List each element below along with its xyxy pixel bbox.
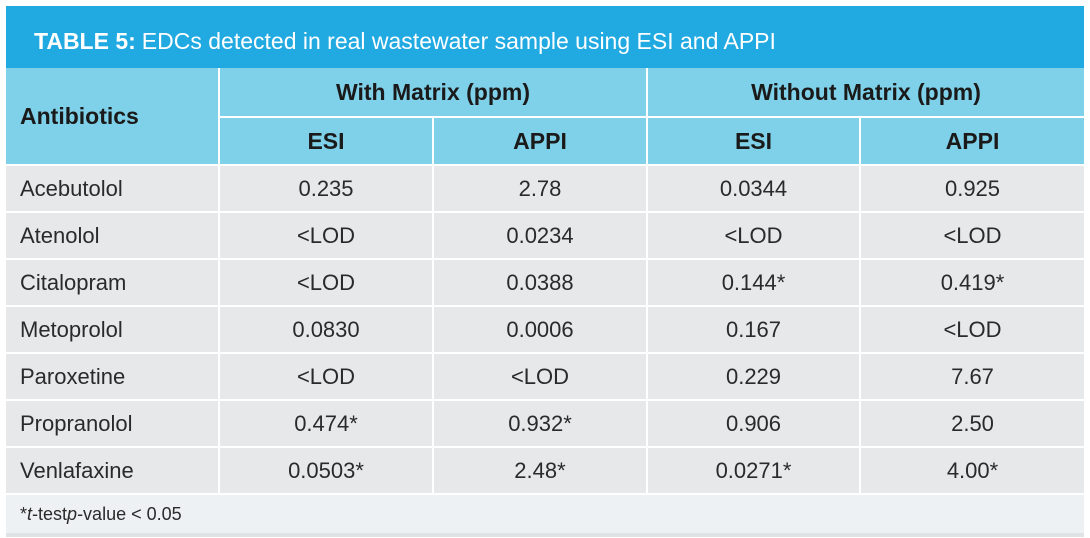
footnote-test: -test — [32, 503, 68, 524]
row-name: Citalopram — [6, 258, 219, 306]
row-name: Venlafaxine — [6, 446, 219, 493]
cell-value: <LOD — [432, 352, 647, 400]
cell-value: 0.0503* — [218, 446, 433, 493]
footnote-rest: -value < 0.05 — [77, 503, 182, 524]
header-with-matrix: With Matrix (ppm) — [218, 68, 647, 118]
table-header: Antibiotics With Matrix (ppm) Without Ma… — [6, 68, 1085, 165]
data-table: Antibiotics With Matrix (ppm) Without Ma… — [6, 68, 1085, 493]
header-appi-with-matrix: APPI — [432, 117, 647, 165]
cell-value: 2.48* — [432, 446, 647, 493]
cell-value: 0.0006 — [432, 305, 647, 353]
table-title: TABLE 5: EDCs detected in real wastewate… — [6, 6, 1084, 68]
cell-value: 0.167 — [646, 305, 860, 353]
cell-value: 0.474* — [218, 399, 433, 447]
cell-value: <LOD — [218, 211, 433, 259]
table-row: Atenolol <LOD 0.0234 <LOD <LOD — [6, 211, 1085, 259]
cell-value: 0.0388 — [432, 258, 647, 306]
footnote-star: * — [20, 503, 28, 524]
cell-value: <LOD — [858, 211, 1085, 259]
row-name: Atenolol — [6, 211, 219, 259]
table-row: Propranolol 0.474* 0.932* 0.906 2.50 — [6, 399, 1085, 447]
cell-value: 0.0234 — [432, 211, 647, 259]
header-esi-without-matrix: ESI — [646, 117, 860, 165]
table-footnote: * t -test p -value < 0.05 — [6, 493, 1084, 533]
header-esi-with-matrix: ESI — [218, 117, 433, 165]
cell-value: <LOD — [858, 305, 1085, 353]
table-row: Citalopram <LOD 0.0388 0.144* 0.419* — [6, 258, 1085, 306]
cell-value: 0.0344 — [646, 164, 860, 212]
header-appi-without-matrix: APPI — [858, 117, 1085, 165]
table-row: Venlafaxine 0.0503* 2.48* 0.0271* 4.00* — [6, 446, 1085, 493]
row-name: Paroxetine — [6, 352, 219, 400]
cell-value: 0.0271* — [646, 446, 860, 493]
cell-value: 0.419* — [858, 258, 1085, 306]
row-name: Propranolol — [6, 399, 219, 447]
header-antibiotics: Antibiotics — [6, 68, 219, 165]
cell-value: 0.235 — [218, 164, 433, 212]
table-number: TABLE 5: — [34, 27, 136, 54]
table-figure: TABLE 5: EDCs detected in real wastewate… — [6, 6, 1085, 537]
cell-value: 0.229 — [646, 352, 860, 400]
cell-value: <LOD — [646, 211, 860, 259]
cell-value: <LOD — [218, 258, 433, 306]
cell-value: 0.906 — [646, 399, 860, 447]
cell-value: 0.925 — [858, 164, 1085, 212]
row-name: Metoprolol — [6, 305, 219, 353]
cell-value: <LOD — [218, 352, 433, 400]
footnote-t: t — [27, 503, 33, 524]
cell-value: 7.67 — [858, 352, 1085, 400]
cell-value: 2.50 — [858, 399, 1085, 447]
footnote-p: p — [67, 503, 78, 524]
cell-value: 0.144* — [646, 258, 860, 306]
table-row: Acebutolol 0.235 2.78 0.0344 0.925 — [6, 164, 1085, 212]
table-body: Acebutolol 0.235 2.78 0.0344 0.925 Ateno… — [6, 164, 1085, 493]
row-name: Acebutolol — [6, 164, 219, 212]
table-row: Paroxetine <LOD <LOD 0.229 7.67 — [6, 352, 1085, 400]
table-row: Metoprolol 0.0830 0.0006 0.167 <LOD — [6, 305, 1085, 353]
header-without-matrix: Without Matrix (ppm) — [645, 68, 1085, 118]
cell-value: 4.00* — [858, 446, 1085, 493]
cell-value: 2.78 — [432, 164, 647, 212]
table-caption: EDCs detected in real wastewater sample … — [141, 27, 776, 54]
cell-value: 0.0830 — [218, 305, 433, 353]
bottom-divider — [6, 533, 1084, 537]
cell-value: 0.932* — [432, 399, 647, 447]
